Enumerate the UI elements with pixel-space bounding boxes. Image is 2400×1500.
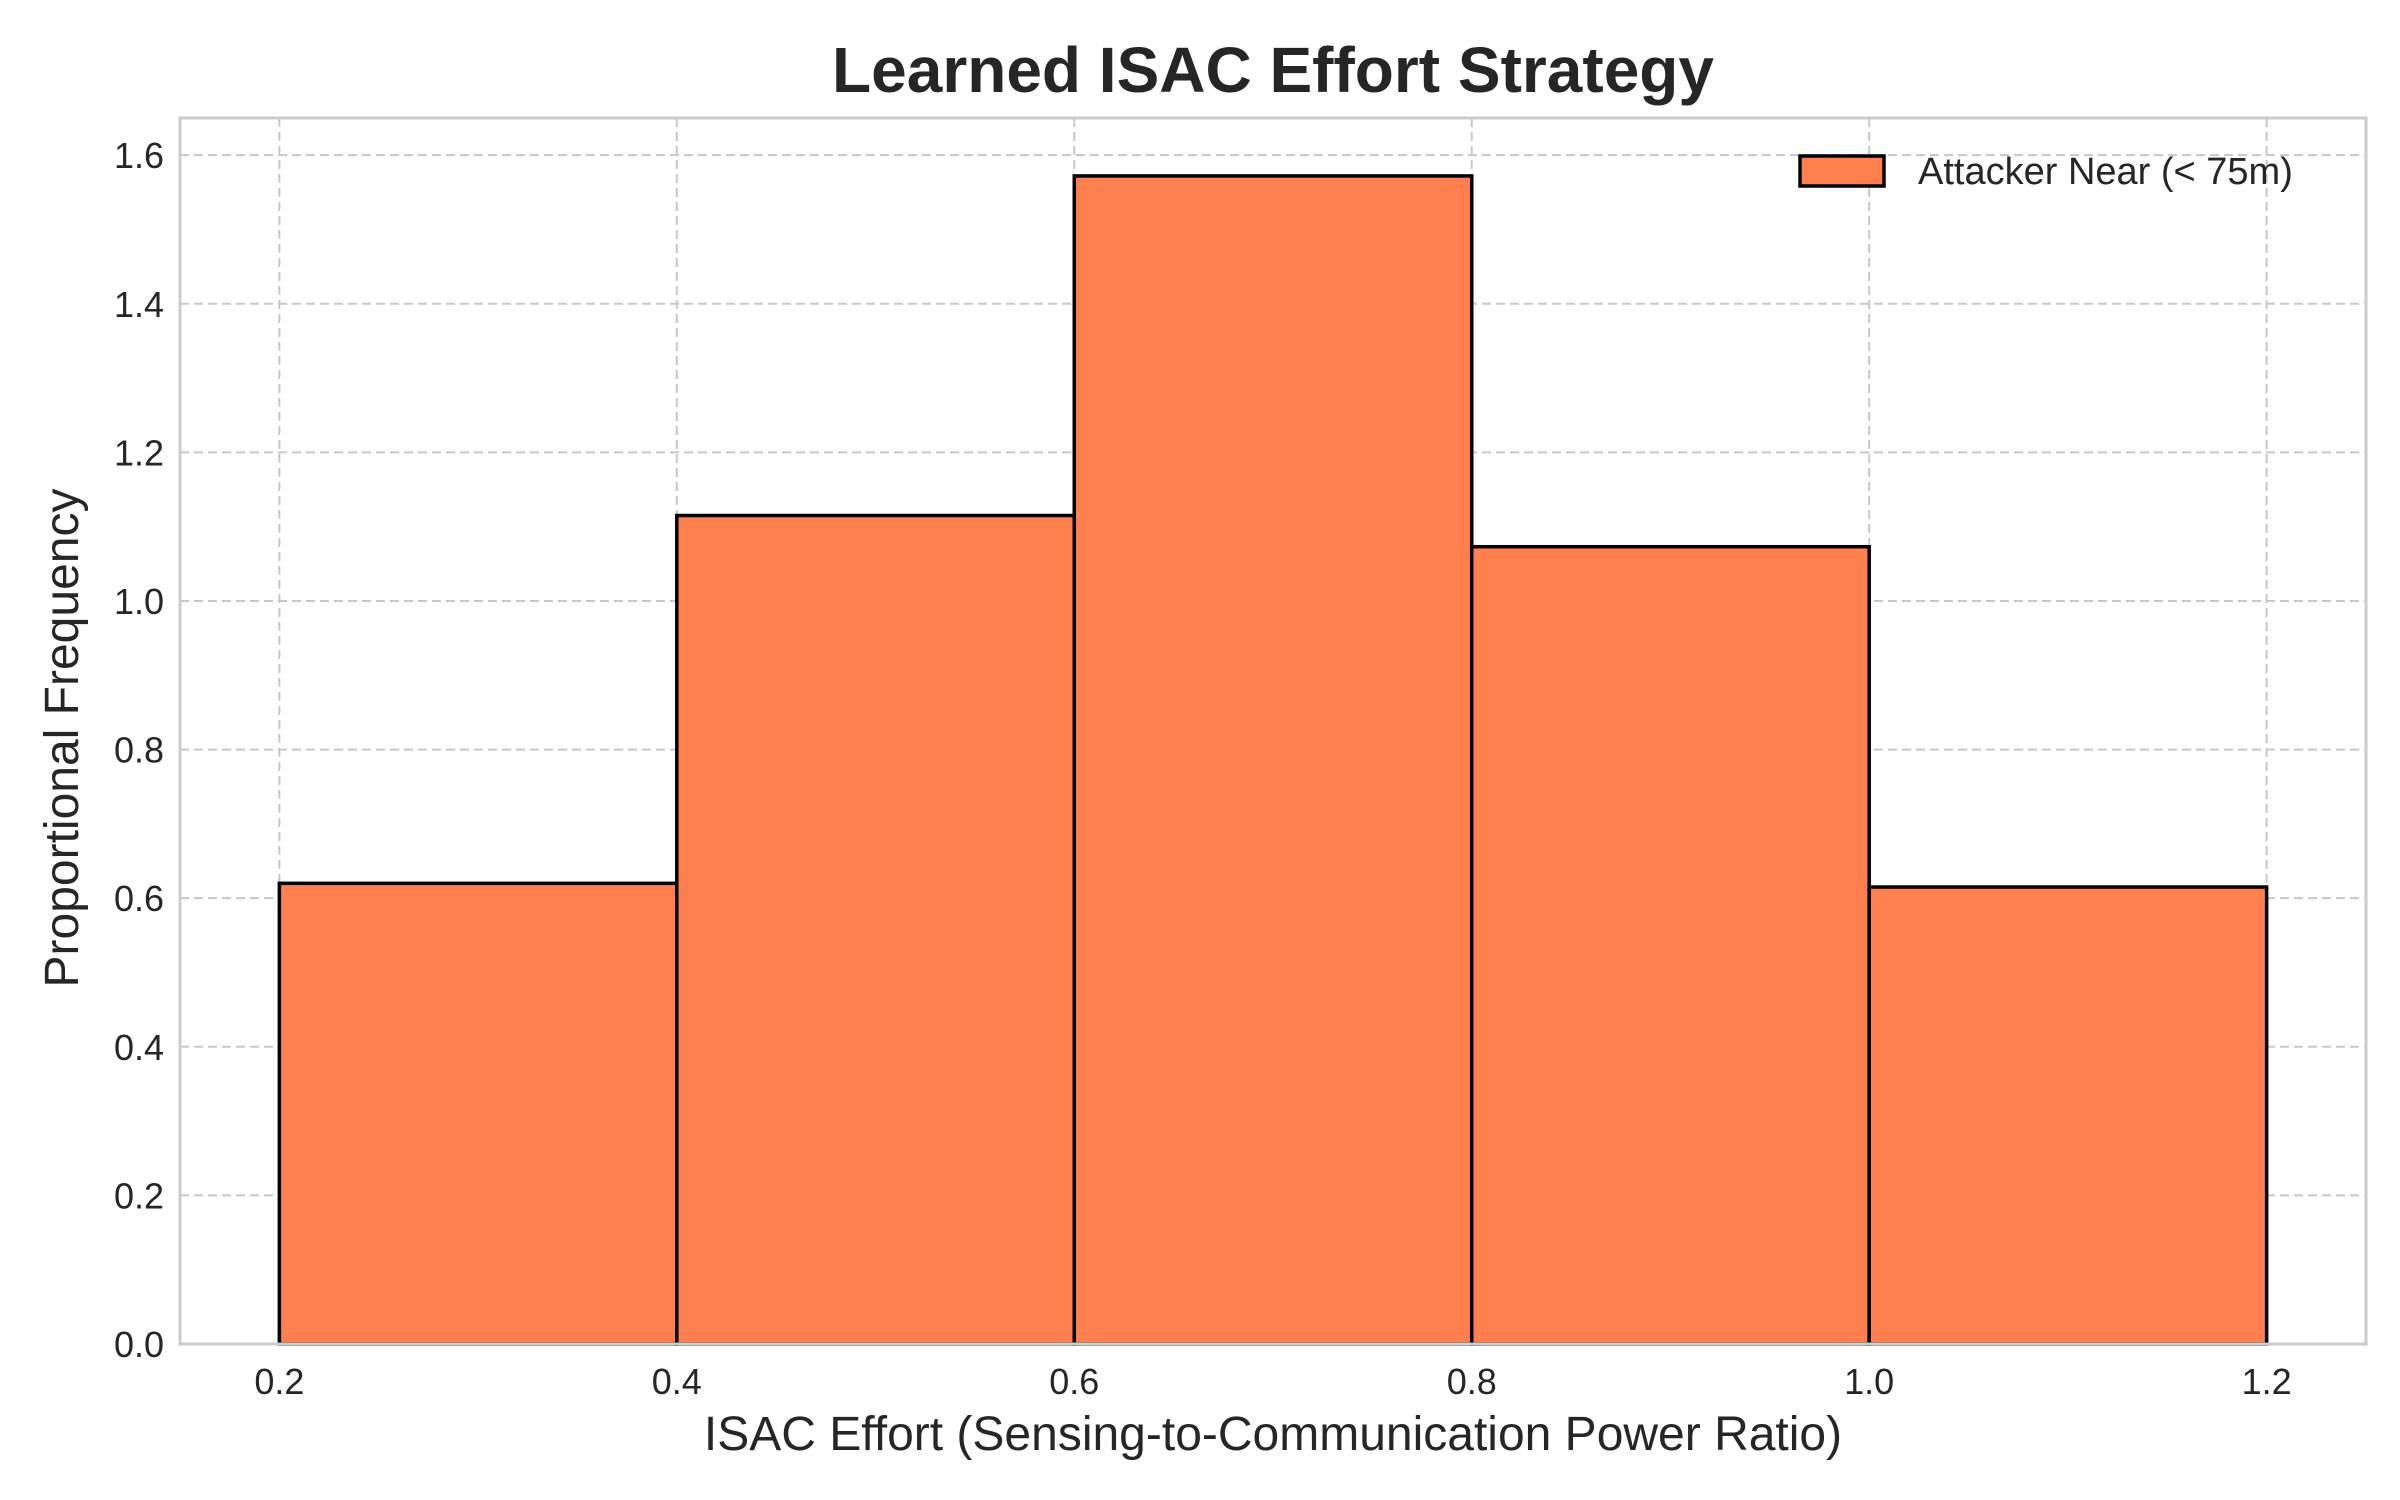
- y-tick-label-1: 0.2: [114, 1175, 164, 1216]
- x-tick-label-2: 0.6: [1049, 1361, 1099, 1402]
- bar-3: [1469, 544, 1871, 1346]
- y-tick-label-5: 1.0: [114, 581, 164, 622]
- bars: [277, 174, 2269, 1346]
- legend: Attacker Near (< 75m): [1798, 151, 2293, 193]
- y-tick-label-2: 0.4: [114, 1027, 164, 1068]
- bar-2: [1072, 174, 1474, 1346]
- legend-swatch: [1798, 154, 1886, 188]
- x-tick-label-4: 1.0: [1844, 1361, 1894, 1402]
- y-tick-label-6: 1.2: [114, 432, 164, 473]
- x-tick-label-1: 0.4: [652, 1361, 702, 1402]
- y-axis-label: Proportional Frequency: [36, 489, 89, 988]
- x-axis-label: ISAC Effort (Sensing-to-Communication Po…: [704, 1408, 1842, 1461]
- y-tick-label-0: 0.0: [114, 1324, 164, 1365]
- legend-label: Attacker Near (< 75m): [1918, 151, 2293, 193]
- y-tick-label-4: 0.8: [114, 730, 164, 771]
- bar-1: [675, 513, 1077, 1346]
- x-tick-label-5: 1.2: [2242, 1361, 2292, 1402]
- bar-4: [1867, 885, 2269, 1346]
- x-tick-label-0: 0.2: [254, 1361, 304, 1402]
- chart-title: Learned ISAC Effort Strategy: [832, 34, 1714, 106]
- tick-labels: 0.2 0.4 0.6 0.8 1.0 1.2 0.0 0.2 0.4 0.6 0.8 1.0 1.2 1…: [114, 135, 2292, 1402]
- x-tick-label-3: 0.8: [1447, 1361, 1497, 1402]
- y-tick-label-3: 0.6: [114, 878, 164, 919]
- y-tick-label-7: 1.4: [114, 284, 164, 325]
- bar-0: [277, 881, 679, 1346]
- plot-frame: [178, 116, 2368, 1346]
- y-tick-label-8: 1.6: [114, 135, 164, 176]
